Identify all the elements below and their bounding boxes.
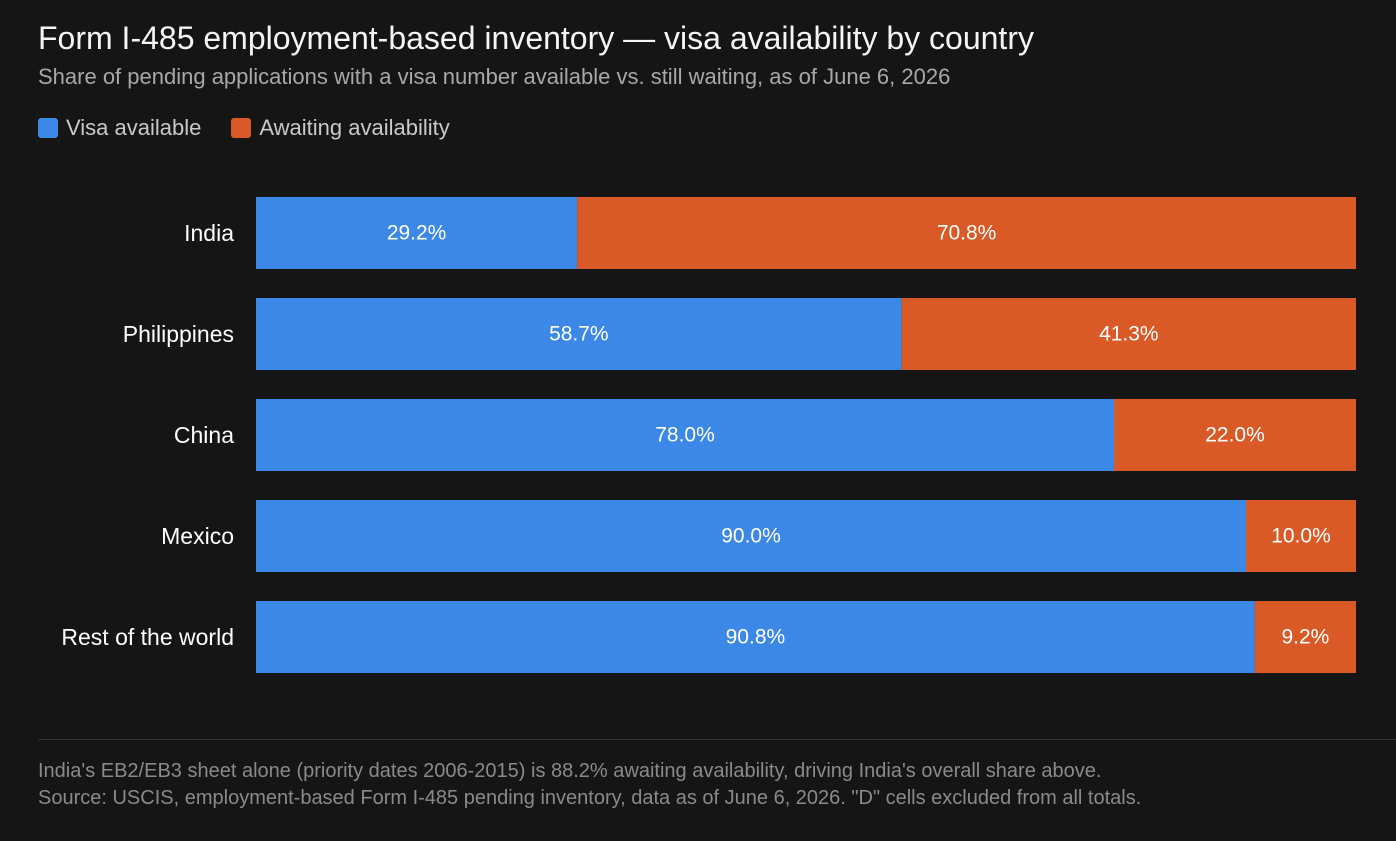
data-label-awaiting-availability-india: 70.8% [937, 222, 997, 245]
stacked-bar-chart: India 29.2% 70.8% Philippines 58.7% 41.3% Chin… [61, 197, 1356, 673]
legend-label-visa-available: Visa available [66, 115, 202, 140]
bar-awaiting-availability-philippines [901, 298, 1356, 370]
legend-swatch-visa-available [38, 118, 58, 138]
category-label-india: India [184, 220, 234, 246]
category-label-mexico: Mexico [161, 523, 234, 549]
legend-item-awaiting-availability: Awaiting availability [231, 115, 450, 141]
bar-awaiting-availability-rest-of-the-world [1254, 601, 1356, 673]
data-label-visa-available-mexico: 90.0% [721, 525, 781, 548]
category-label-china: China [174, 422, 234, 448]
footnote-source: Source: USCIS, employment-based Form I-4… [38, 787, 1142, 809]
chart-title: Form I-485 employment-based inventory — … [38, 20, 1034, 56]
data-label-awaiting-availability-mexico: 10.0% [1271, 525, 1331, 548]
legend-item-visa-available: Visa available [38, 115, 201, 141]
data-label-visa-available-philippines: 58.7% [549, 323, 609, 346]
bar-visa-available-china [256, 399, 1114, 471]
legend-swatch-awaiting-availability [231, 118, 252, 138]
footer-divider [38, 739, 1396, 740]
data-label-awaiting-availability-rest-of-the-world: 9.2% [1281, 626, 1329, 649]
category-label-rest-of-the-world: Rest of the world [61, 624, 234, 650]
footnote-india: India's EB2/EB3 sheet alone (priority da… [38, 760, 1102, 782]
chart-subtitle: Share of pending applications with a vis… [38, 64, 951, 89]
bar-awaiting-availability-mexico [1246, 500, 1356, 572]
data-label-visa-available-china: 78.0% [655, 424, 715, 447]
data-label-awaiting-availability-philippines: 41.3% [1099, 323, 1159, 346]
legend: Visa available Awaiting availability [38, 115, 480, 141]
bar-visa-available-india [256, 197, 578, 269]
data-label-visa-available-rest-of-the-world: 90.8% [726, 626, 786, 649]
category-label-philippines: Philippines [123, 321, 234, 347]
data-label-awaiting-availability-china: 22.0% [1205, 424, 1265, 447]
data-label-visa-available-india: 29.2% [387, 222, 447, 245]
bar-awaiting-availability-india [577, 197, 1356, 269]
bar-visa-available-philippines [256, 298, 902, 370]
bar-visa-available-mexico [256, 500, 1246, 572]
bar-awaiting-availability-china [1114, 399, 1356, 471]
legend-label-awaiting-availability: Awaiting availability [259, 115, 450, 140]
bar-visa-available-rest-of-the-world [256, 601, 1255, 673]
